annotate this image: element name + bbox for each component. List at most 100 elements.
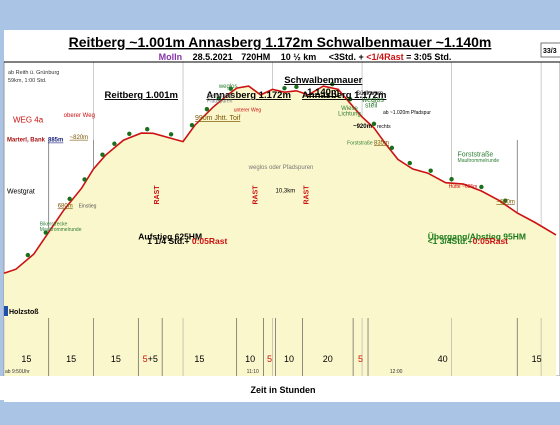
tree-symbol bbox=[330, 81, 335, 87]
tree-symbol bbox=[204, 107, 210, 112]
annotation-label: Südkamm bbox=[356, 91, 383, 97]
tree-symbol bbox=[371, 121, 377, 127]
annotation-label: ~920m bbox=[353, 124, 372, 130]
tree-symbol bbox=[82, 177, 87, 182]
section-note: Übergang/Abstieg 95HM bbox=[428, 232, 526, 242]
annotation-label: Hütte ~695m bbox=[449, 184, 478, 190]
tree-symbol bbox=[449, 177, 454, 182]
tree-symbol bbox=[282, 85, 287, 91]
annotation-label: rechts bbox=[377, 124, 391, 130]
lower-band bbox=[4, 318, 556, 376]
annotation-label: ab ~1.020m Pfadspur bbox=[383, 110, 431, 116]
segment-minutes-label: 40 bbox=[438, 354, 448, 364]
tree-symbol bbox=[228, 86, 233, 91]
tree-symbol bbox=[479, 184, 484, 190]
segment-minutes-label: 15 bbox=[111, 354, 121, 364]
peak-label: Reitberg 1.001m bbox=[105, 90, 178, 101]
annotation-label: 990m Jhtt. Toif bbox=[195, 115, 240, 122]
tree-symbol bbox=[43, 230, 48, 235]
page-tag: 33/3 bbox=[543, 48, 557, 55]
segment-minutes-label: 15 bbox=[532, 354, 542, 364]
tree-symbol bbox=[168, 132, 174, 137]
segment-minutes-label: 10 bbox=[284, 354, 294, 364]
annotation-label: Einstieg bbox=[79, 203, 97, 209]
rest-label: RAST bbox=[154, 185, 161, 205]
annotation-label: Lichtung bbox=[338, 112, 361, 118]
annotation-label: Maultrommelrunde bbox=[40, 227, 82, 233]
annotation-label: ~680m bbox=[496, 199, 515, 205]
annotation-label: 10,3km bbox=[276, 188, 296, 194]
annotation-label: weglos oder Pfadspuren bbox=[248, 165, 314, 171]
tree-symbol bbox=[428, 168, 433, 173]
subtitle-total: = 3:05 Std. bbox=[406, 52, 451, 62]
annotation-label: WEG 4a bbox=[13, 115, 44, 124]
minor-time-label: 11:10 bbox=[247, 369, 259, 375]
annotation-label: weglos bbox=[218, 84, 238, 90]
subtitle-rest: <1/4Rast bbox=[366, 52, 403, 62]
annotation-label: 680m bbox=[58, 203, 73, 209]
annotation-label: 835m bbox=[374, 140, 389, 146]
tree-symbol bbox=[216, 96, 222, 101]
peak-label: Annasberg 1.172m bbox=[302, 90, 386, 101]
segment-minutes-label: 15 bbox=[21, 354, 31, 364]
profile-line bbox=[3, 85, 557, 275]
section-note: <1 3/4Std.+0:05Rast bbox=[428, 236, 508, 246]
tree-symbol bbox=[294, 84, 299, 90]
annotation-label: Bikerstrecke bbox=[40, 221, 68, 227]
annotation-label: Forststraße bbox=[347, 140, 373, 146]
annotation-label: oberer Weg bbox=[64, 113, 95, 119]
tree-symbol bbox=[127, 131, 132, 137]
start-note-line-2: 59km, 1:00 Std. bbox=[8, 78, 47, 84]
annotation-label: steil bbox=[365, 102, 378, 109]
segment-minutes-label: 5+5 bbox=[143, 354, 158, 364]
chart-subtitle: Molln 28.5.2021 720HM 10 ½ km <3Std. + <… bbox=[159, 52, 452, 62]
peak-label: Annasberg 1.172m bbox=[206, 90, 290, 101]
annotation-label: Maultrommelrunde bbox=[458, 158, 500, 164]
section-note: Aufstieg 625HM bbox=[138, 232, 202, 242]
rest-label: RAST bbox=[253, 185, 260, 205]
subtitle-region: Molln bbox=[159, 52, 183, 62]
segment-minutes-label: 15 bbox=[194, 354, 204, 364]
tree-symbol bbox=[503, 198, 508, 203]
segment-minutes-label: 5 bbox=[358, 354, 363, 364]
annotation-label: weglos bbox=[361, 97, 384, 104]
start-label: Holzstoß bbox=[9, 309, 39, 316]
rest-label: RAST bbox=[303, 185, 310, 205]
subtitle-time: <3Std. + bbox=[329, 52, 367, 62]
tree-symbol bbox=[189, 123, 195, 128]
tree-symbol bbox=[407, 160, 412, 166]
segment-minutes-label: 10 bbox=[245, 354, 255, 364]
annotation-label: unterer Weg bbox=[234, 107, 262, 113]
x-axis-label: Zeit in Stunden bbox=[251, 385, 316, 395]
annotation-label: Pfadspuren bbox=[207, 99, 233, 105]
start-note-line-1: ab Reith ü. Grünburg bbox=[8, 70, 59, 76]
page-tag-box bbox=[540, 42, 560, 58]
tree-symbol bbox=[112, 141, 117, 146]
peak-label: Schwalbenmauer bbox=[284, 75, 362, 86]
tree-symbol bbox=[347, 96, 353, 102]
start-marker bbox=[4, 306, 8, 316]
annotation-label: Steinmandel bbox=[207, 94, 235, 100]
segment-minutes-label: 15 bbox=[66, 354, 76, 364]
chart-title: Reitberg ~1.001m Annasberg 1.172m Schwal… bbox=[69, 34, 492, 50]
annotation-label: Marterl, Bank 885m bbox=[7, 138, 63, 144]
tree-symbol bbox=[100, 152, 105, 157]
peak-elevation-label: 1.140m bbox=[307, 87, 339, 98]
segment-minutes-label: 20 bbox=[323, 354, 333, 364]
tree-symbol bbox=[389, 145, 395, 151]
subtitle-hm: 720HM bbox=[241, 52, 270, 62]
subtitle-date: 28.5.2021 bbox=[193, 52, 233, 62]
tree-symbol bbox=[67, 196, 72, 202]
annotation-label: Wiese bbox=[341, 106, 358, 112]
annotation-label: Forststraße bbox=[458, 152, 494, 159]
segment-minutes-label: 5 bbox=[267, 354, 272, 364]
tree-symbol bbox=[25, 252, 31, 258]
section-note: 1 1/4 Std.+ 0:05Rast bbox=[147, 236, 227, 246]
minor-time-label: ab 9:50Uhr bbox=[5, 369, 30, 375]
profile-area bbox=[4, 86, 556, 318]
annotation-label: ~820m bbox=[70, 135, 89, 141]
tree-symbol bbox=[145, 127, 150, 132]
subtitle-km: 10 ½ km bbox=[281, 52, 317, 62]
